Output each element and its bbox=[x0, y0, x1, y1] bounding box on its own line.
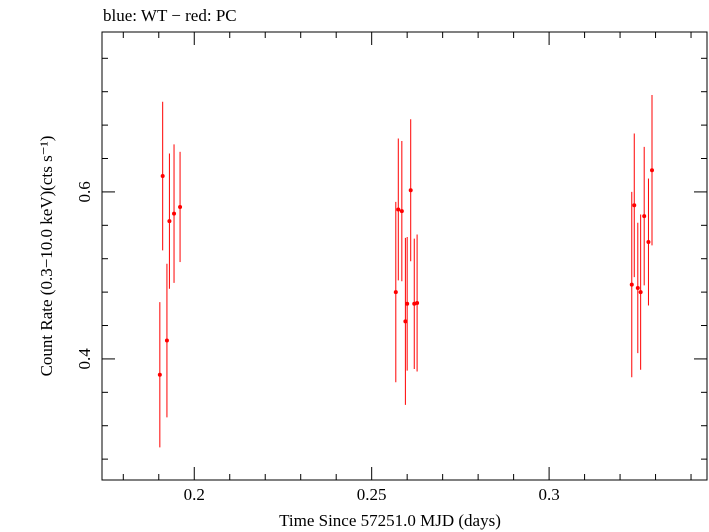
axis-ticks bbox=[102, 32, 707, 480]
data-point bbox=[164, 338, 169, 343]
y-axis-label: Count Rate (0.3−10.0 keV)(cts s⁻¹) bbox=[37, 136, 56, 377]
data-point bbox=[178, 204, 183, 209]
x-tick-label: 0.3 bbox=[538, 485, 559, 504]
data-point bbox=[160, 174, 165, 179]
data-point bbox=[629, 282, 634, 287]
tick-labels: 0.2 0.25 0.3 0.4 0.6 bbox=[75, 181, 560, 504]
x-tick-label: 0.25 bbox=[357, 485, 387, 504]
data-point bbox=[635, 285, 640, 290]
data-point bbox=[393, 290, 398, 295]
data-point bbox=[646, 240, 651, 245]
data-point bbox=[415, 300, 420, 305]
data-point bbox=[642, 214, 647, 219]
data-point bbox=[172, 211, 177, 216]
chart-title: blue: WT − red: PC bbox=[103, 6, 237, 25]
data-point bbox=[405, 301, 410, 306]
data-point bbox=[403, 319, 408, 324]
data-point bbox=[396, 207, 401, 212]
data-points bbox=[157, 95, 654, 448]
y-tick-label: 0.6 bbox=[75, 181, 94, 202]
data-point bbox=[399, 209, 404, 214]
data-point bbox=[408, 188, 413, 193]
plot-frame bbox=[101, 31, 708, 481]
data-point bbox=[167, 219, 172, 224]
x-axis-label: Time Since 57251.0 MJD (days) bbox=[279, 511, 501, 530]
data-point bbox=[650, 168, 654, 173]
data-point bbox=[157, 372, 162, 377]
data-point bbox=[632, 203, 637, 208]
x-tick-label: 0.2 bbox=[184, 485, 205, 504]
y-tick-label: 0.4 bbox=[75, 348, 94, 370]
data-point bbox=[638, 290, 643, 295]
